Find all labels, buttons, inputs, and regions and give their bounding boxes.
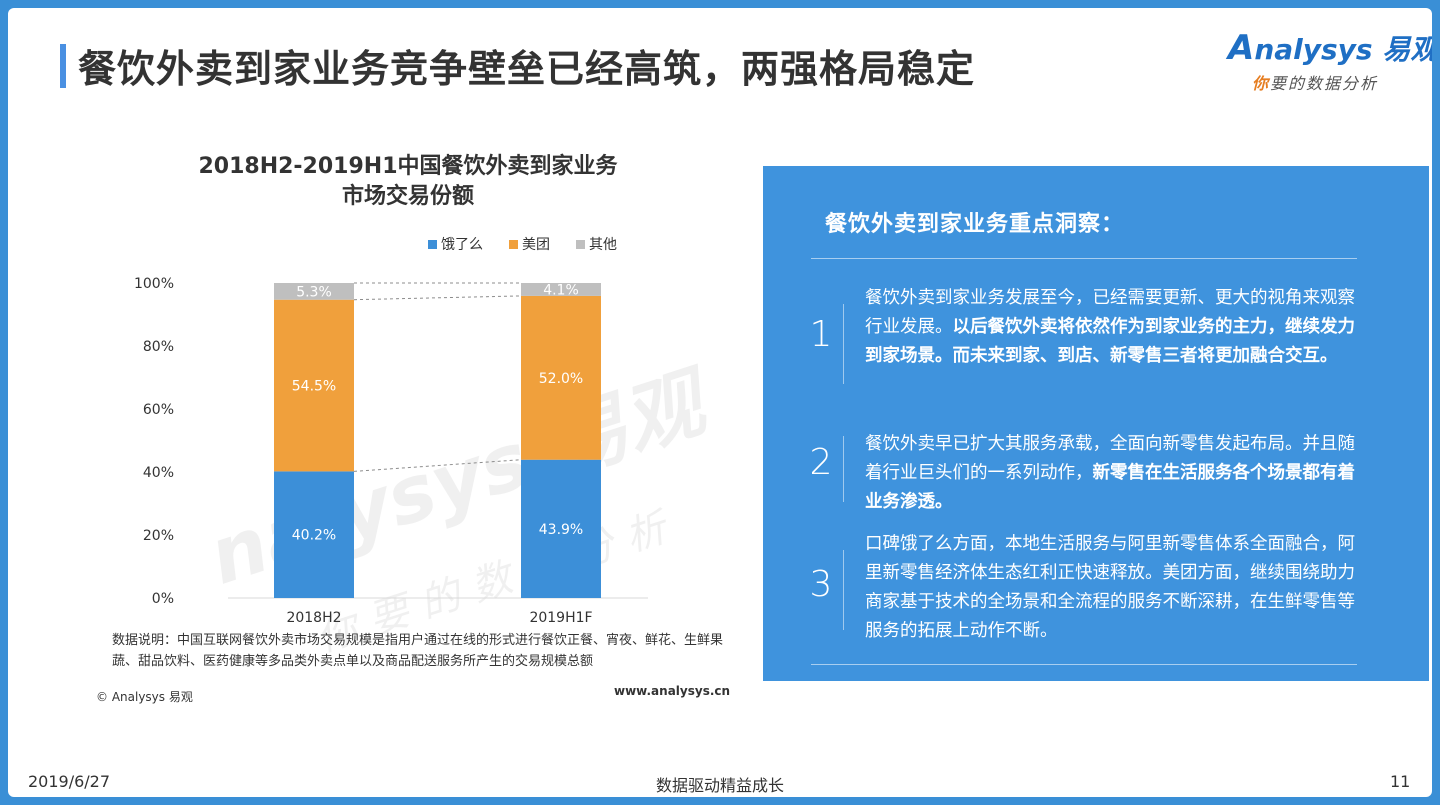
series-connector-line bbox=[353, 459, 522, 472]
insight-number-1: 1 bbox=[809, 314, 833, 355]
logo-tagline-rest: 要的数据分析 bbox=[1270, 74, 1379, 93]
legend-label-other: 其他 bbox=[589, 237, 617, 253]
bar-segment-2018H2-1 bbox=[274, 299, 354, 472]
website: www.analysys.cn bbox=[614, 684, 731, 698]
x-tick-label: 2018H2 bbox=[286, 610, 341, 626]
insight-separator-1 bbox=[843, 304, 844, 384]
page-number: 11 bbox=[1390, 772, 1411, 791]
chart-title-line1: 2018H2-2019H1中国餐饮外卖到家业务 bbox=[198, 154, 618, 179]
page-title: 餐饮外卖到家业务竞争壁垒已经高筑，两强格局稳定 bbox=[78, 47, 976, 91]
insight-separator-3 bbox=[843, 550, 844, 630]
bar-segment-2018H2-0 bbox=[274, 471, 354, 598]
legend-item-other: 其他 bbox=[576, 234, 617, 254]
legend-swatch-eleme bbox=[428, 239, 437, 249]
insight-text-2: 餐饮外卖早已扩大其服务承载，全面向新零售发起布局。并且随着行业巨头们的一系列动作… bbox=[865, 430, 1365, 517]
chart-title-line2: 市场交易份额 bbox=[341, 184, 474, 209]
data-note: 数据说明：中国互联网餐饮外卖市场交易规模是指用户通过在线的形式进行餐饮正餐、宵夜… bbox=[112, 633, 724, 669]
panel-divider-top bbox=[811, 258, 1357, 259]
x-tick-label: 2019H1F bbox=[529, 610, 592, 626]
logo-cn: 易观 bbox=[1382, 33, 1432, 66]
insight-text-2-bold: 新零售在生活服务各个场景都有着业务渗透。 bbox=[865, 463, 1355, 512]
data-label: 5.3% bbox=[296, 284, 332, 300]
panel-divider-bottom bbox=[811, 664, 1357, 665]
title-accent-bar bbox=[60, 44, 66, 88]
footer-slogan: 数据驱动精益成长 bbox=[655, 776, 784, 795]
stacked-bar-chart: 0% 20% 40% 60% 80% 100% 40.2% 54.5% 5.3% 2018H2 43… bbox=[134, 276, 648, 626]
logo-tagline: 你要的数据分析 bbox=[1228, 70, 1418, 94]
logo-brand-prefix: A bbox=[1228, 28, 1255, 68]
data-label: 4.1% bbox=[543, 282, 579, 298]
slide: 餐饮外卖到家业务竞争壁垒已经高筑，两强格局稳定 Analysys 易观 你要的数… bbox=[8, 8, 1432, 797]
legend-item-eleme: 饿了么 bbox=[428, 234, 483, 254]
bar-segment-2019H1F-1 bbox=[521, 295, 601, 460]
panel-title: 餐饮外卖到家业务重点洞察： bbox=[825, 212, 1125, 237]
y-tick-label: 0% bbox=[152, 591, 174, 607]
series-connector-line bbox=[353, 295, 522, 301]
insight-text-1-plain: 餐饮外卖到家业务发展至今，已经需要更新、更大的视角来观察行业发展。 bbox=[865, 288, 1355, 337]
legend-item-meituan: 美团 bbox=[509, 234, 550, 254]
data-label: 43.9% bbox=[539, 522, 583, 538]
insight-number-2: 2 bbox=[809, 442, 833, 483]
bar-segment-2019H1F-0 bbox=[521, 459, 601, 598]
chart-legend: 饿了么 美团 其他 bbox=[428, 234, 617, 254]
legend-label-eleme: 饿了么 bbox=[441, 237, 483, 253]
data-label: 52.0% bbox=[539, 371, 583, 387]
insight-text-3: 口碑饿了么方面，本地生活服务与阿里新零售体系全面融合，阿里新零售经济体生态红利正… bbox=[865, 530, 1365, 646]
chart-title: 2018H2-2019H1中国餐饮外卖到家业务 市场交易份额 bbox=[108, 152, 708, 212]
logo-brand-text: nalysys bbox=[1254, 33, 1373, 66]
insight-panel: 餐饮外卖到家业务重点洞察： 1 餐饮外卖到家业务发展至今，已经需要更新、更大的视… bbox=[763, 166, 1429, 681]
insight-text-1-bold: 以后餐饮外卖将依然作为到家业务的主力，继续发力到家场景。而未来到家、到店、新零售… bbox=[865, 317, 1355, 366]
legend-swatch-meituan bbox=[509, 239, 518, 249]
insight-text-1: 餐饮外卖到家业务发展至今，已经需要更新、更大的视角来观察行业发展。以后餐饮外卖将… bbox=[865, 284, 1365, 371]
insight-text-3-plain: 口碑饿了么方面，本地生活服务与阿里新零售体系全面融合，阿里新零售经济体生态红利正… bbox=[865, 534, 1355, 641]
data-label: 54.5% bbox=[292, 379, 336, 395]
insight-text-2-plain: 餐饮外卖早已扩大其服务承载，全面向新零售发起布局。并且随着行业巨头们的一系列动作… bbox=[865, 434, 1355, 483]
y-tick-label: 20% bbox=[143, 528, 174, 544]
copyright: © Analysys 易观 bbox=[96, 690, 193, 704]
insight-number-3: 3 bbox=[809, 564, 833, 605]
bar-segment-2018H2-2 bbox=[274, 283, 354, 300]
y-tick-label: 60% bbox=[143, 402, 174, 418]
y-tick-label: 80% bbox=[143, 339, 174, 355]
footer-date: 2019/6/27 bbox=[28, 772, 111, 791]
legend-label-meituan: 美团 bbox=[522, 237, 550, 253]
data-label: 40.2% bbox=[292, 528, 336, 544]
legend-swatch-other bbox=[576, 239, 585, 249]
bar-segment-2019H1F-2 bbox=[521, 283, 601, 296]
insight-separator-2 bbox=[843, 436, 844, 502]
analysys-logo: Analysys 易观 你要的数据分析 bbox=[1228, 28, 1432, 94]
y-tick-label: 100% bbox=[134, 276, 174, 292]
logo-tagline-first: 你 bbox=[1252, 74, 1271, 93]
y-tick-label: 40% bbox=[143, 465, 174, 481]
logo-brand: Analysys 易观 bbox=[1228, 28, 1432, 68]
